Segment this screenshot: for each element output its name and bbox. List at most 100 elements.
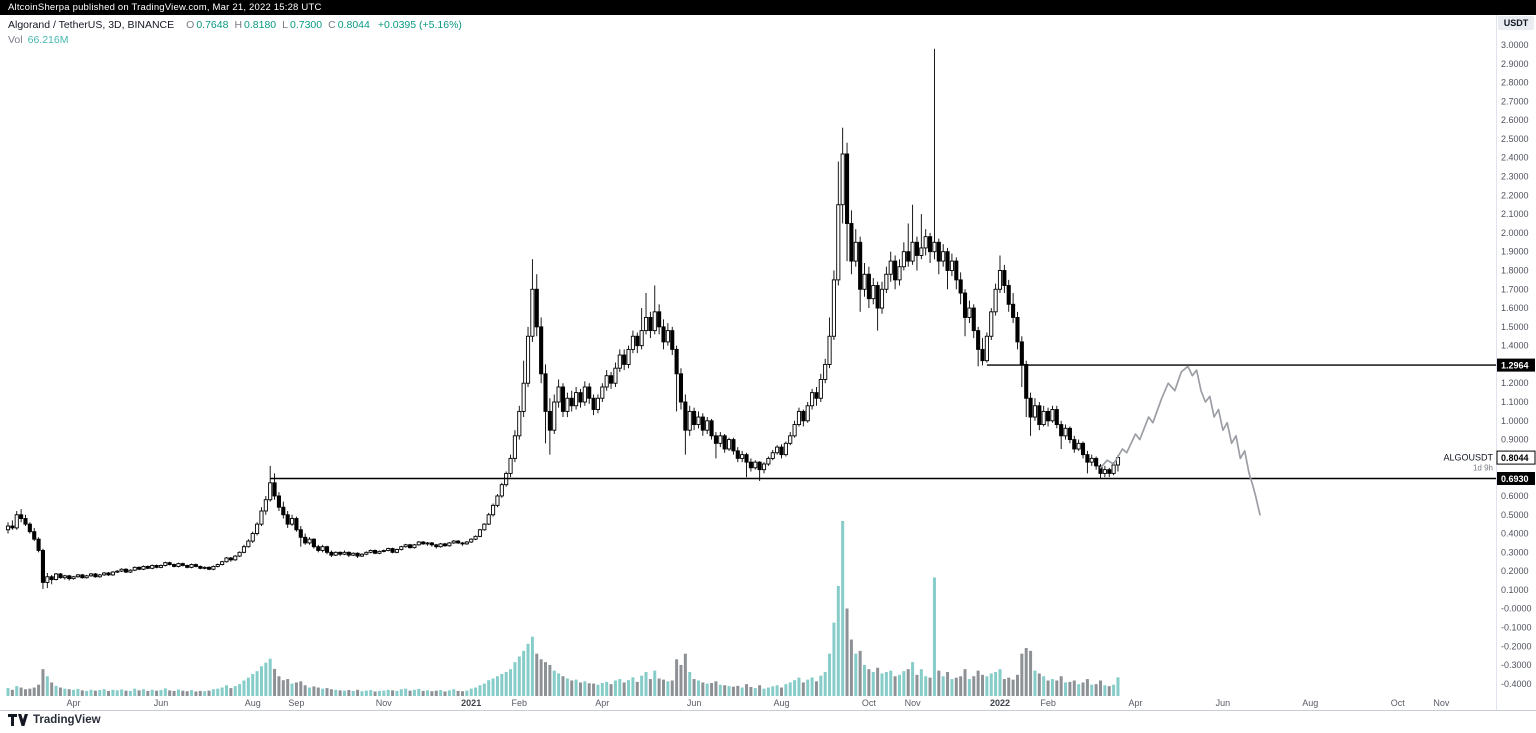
volume-bar xyxy=(718,684,722,696)
candle-body xyxy=(574,392,579,407)
candle-body xyxy=(220,561,225,565)
candle-body xyxy=(49,576,54,581)
volume-bar xyxy=(530,636,534,696)
projection-drawing[interactable] xyxy=(1099,365,1261,516)
candle-body xyxy=(761,463,767,471)
volume-bar xyxy=(950,679,954,696)
volume-bar xyxy=(329,689,333,696)
volume-bar xyxy=(570,680,574,696)
candle-body xyxy=(735,450,740,459)
volume-bar xyxy=(32,687,36,696)
price-tick-label: 0.6000 xyxy=(1501,491,1529,501)
price-tick-label: 2.0000 xyxy=(1501,228,1529,238)
ohlc-value: 0.8044 xyxy=(337,19,370,31)
volume-bar xyxy=(255,671,259,696)
candle-body xyxy=(1024,363,1029,399)
bar-countdown-label: 1d 9h xyxy=(1473,464,1493,473)
time-tick-label: Feb xyxy=(512,698,528,708)
price-axis-badge-label: 0.8044 xyxy=(1501,453,1529,463)
volume-bar xyxy=(1011,679,1015,696)
candle-body xyxy=(45,576,50,583)
candle-body xyxy=(976,330,981,350)
volume-bar xyxy=(168,690,172,696)
volume-bar xyxy=(919,669,923,696)
candle-body xyxy=(962,292,968,318)
price-tick-label: 2.7000 xyxy=(1501,96,1529,106)
candle-body xyxy=(753,461,758,469)
ohlc-label: C xyxy=(328,19,336,31)
volume-bar xyxy=(902,671,906,696)
volume-bar xyxy=(924,676,928,696)
volume-bar xyxy=(605,681,609,696)
candle-body xyxy=(748,461,753,469)
volume-bar xyxy=(495,676,499,696)
candle-body xyxy=(613,367,618,384)
volume-bar xyxy=(377,690,381,696)
volume-bar xyxy=(828,653,832,696)
volume-bar xyxy=(421,690,425,696)
volume-bar xyxy=(1042,676,1046,696)
volume-bar xyxy=(111,689,115,696)
volume-bar xyxy=(810,677,814,696)
volume-bar xyxy=(784,684,788,696)
tradingview-brand[interactable]: TradingView xyxy=(33,714,101,726)
volume-bar xyxy=(203,691,207,696)
candle-body xyxy=(805,405,810,422)
candle-body xyxy=(268,482,273,501)
candle-body xyxy=(788,435,793,444)
volume-bar xyxy=(640,675,644,696)
price-tick-label: 0.3000 xyxy=(1501,547,1529,557)
volume-bar xyxy=(334,689,338,696)
candle-body xyxy=(888,260,893,275)
volume-bar xyxy=(578,682,582,696)
candle-body xyxy=(429,542,434,546)
volume-bar xyxy=(775,685,779,696)
publish-bar: AltcoinSherpa published on TradingView.c… xyxy=(0,0,1536,15)
candle-body xyxy=(858,241,863,290)
candle-body xyxy=(1028,397,1033,418)
volume-bar xyxy=(1068,681,1072,696)
volume-bar xyxy=(229,688,233,696)
candle-body xyxy=(897,266,902,281)
candle-body xyxy=(696,416,701,426)
time-tick-label: Aug xyxy=(245,698,261,708)
volume-bar xyxy=(264,662,268,696)
volume-bar xyxy=(120,689,124,696)
volume-bar xyxy=(10,689,14,696)
price-tick-label: 0.9000 xyxy=(1501,435,1529,445)
volume-bar xyxy=(522,650,526,696)
volume-bar xyxy=(653,670,657,696)
volume-bar xyxy=(1072,680,1076,696)
candle-body xyxy=(928,236,933,253)
tradingview-logo-icon[interactable] xyxy=(8,714,28,726)
price-axis-badge xyxy=(1497,472,1535,485)
volume-bar xyxy=(58,687,62,696)
candle-body xyxy=(486,514,491,525)
volume-value: 66.216M xyxy=(27,34,69,46)
ohlc-value: 0.7648 xyxy=(196,19,229,31)
volume-bar xyxy=(779,687,783,696)
volume-bar xyxy=(723,685,727,696)
symbol-title[interactable]: Algorand / TetherUS, 3D, BINANCE xyxy=(8,19,175,31)
currency-badge[interactable] xyxy=(1498,16,1534,30)
candle-body xyxy=(906,251,911,262)
volume-bar xyxy=(972,676,976,696)
volume-bar xyxy=(312,686,316,696)
price-axis[interactable]: 3.0000 2.9000 2.8000 2.7000 2.6000 2.5000 2.40… xyxy=(1496,40,1536,689)
candle-body xyxy=(1006,285,1011,305)
volume-bar xyxy=(609,684,613,696)
volume-bar xyxy=(1046,680,1050,696)
volume-bar xyxy=(242,680,246,696)
volume-bar xyxy=(386,689,390,696)
candle-body xyxy=(285,514,290,525)
price-axis-badge xyxy=(1496,450,1536,465)
candle-body xyxy=(665,330,670,343)
time-axis[interactable]: Apr Jun Aug Sep Nov 2021 Feb Apr Jun Aug Oct Nov 202… xyxy=(66,698,1449,708)
candles-layer[interactable] xyxy=(5,48,1121,589)
candle-body xyxy=(137,566,142,570)
volume-bar xyxy=(548,664,552,696)
volume-bar xyxy=(172,690,176,696)
time-tick-label: Aug xyxy=(1302,698,1318,708)
